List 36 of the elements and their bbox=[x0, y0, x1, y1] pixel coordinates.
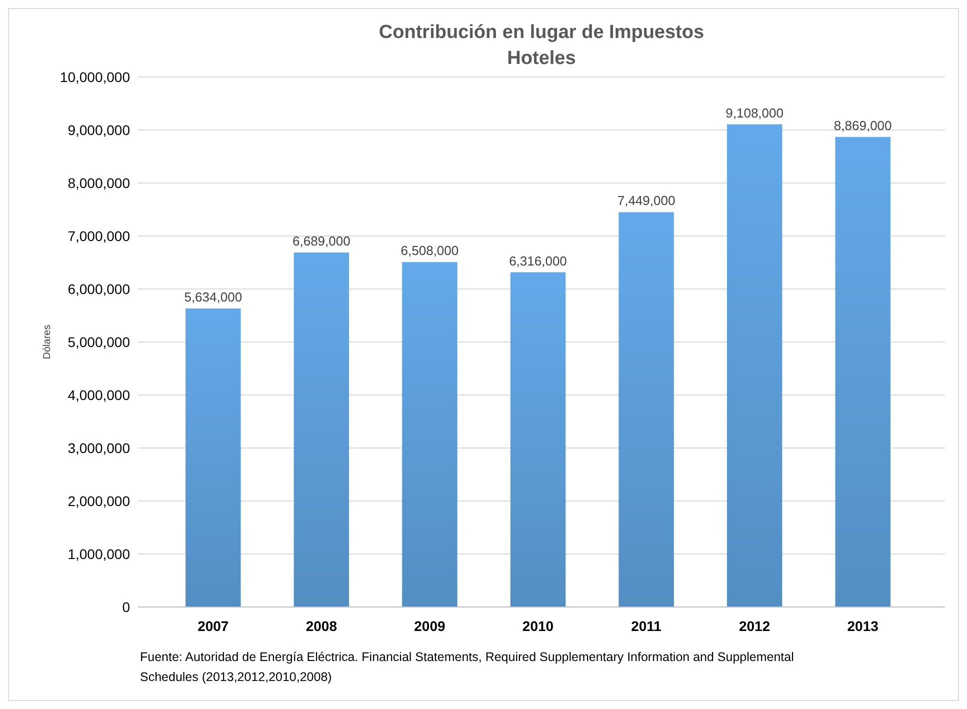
y-tick-label: 8,000,000 bbox=[68, 174, 130, 191]
x-tick-label: 2009 bbox=[414, 618, 446, 634]
x-tick-label: 2007 bbox=[198, 618, 229, 634]
bar bbox=[835, 136, 890, 607]
data-label: 6,316,000 bbox=[509, 253, 567, 268]
y-tick-label: 6,000,000 bbox=[68, 280, 130, 297]
data-label: 5,634,000 bbox=[184, 289, 242, 304]
data-label: 6,689,000 bbox=[292, 233, 350, 248]
bar bbox=[618, 212, 674, 607]
x-tick-label: 2012 bbox=[738, 618, 770, 634]
y-tick-label: 1,000,000 bbox=[68, 546, 130, 562]
y-tick-label: 5,000,000 bbox=[68, 334, 130, 350]
source-note: Fuente: Autoridad de Energía Eléctrica. Financial Statements, Required Supplementary Information and Supplemental Schedules (2013,2012,2010,2008) bbox=[140, 650, 794, 684]
bar bbox=[186, 308, 241, 607]
chart-title: Contribución en lugar de Impuestos bbox=[378, 22, 704, 43]
x-tick-label: 2010 bbox=[522, 618, 554, 634]
y-tick-label: 7,000,000 bbox=[68, 228, 130, 244]
y-tick-label: 9,000,000 bbox=[68, 122, 130, 138]
data-label: 9,108,000 bbox=[726, 105, 784, 120]
x-tick-label: 2008 bbox=[306, 618, 338, 634]
y-tick-label: 2,000,000 bbox=[68, 492, 130, 509]
y-axis-title: Dólares bbox=[42, 324, 53, 360]
y-tick-label: 4,000,000 bbox=[68, 386, 130, 403]
bar bbox=[726, 124, 782, 607]
y-tick-label: 0 bbox=[122, 598, 130, 615]
y-tick-label: 10,000,000 bbox=[60, 68, 130, 85]
bar bbox=[402, 262, 458, 607]
y-tick-label: 3,000,000 bbox=[68, 440, 130, 456]
bar bbox=[294, 252, 350, 607]
x-tick-label: 2011 bbox=[631, 618, 662, 634]
data-label: 8,869,000 bbox=[834, 118, 892, 133]
bar bbox=[510, 272, 566, 607]
x-tick-label: 2013 bbox=[847, 618, 879, 634]
data-label: 7,449,000 bbox=[617, 193, 676, 208]
chart-subtitle: Hoteles bbox=[507, 48, 576, 69]
data-label: 6,508,000 bbox=[400, 243, 459, 258]
